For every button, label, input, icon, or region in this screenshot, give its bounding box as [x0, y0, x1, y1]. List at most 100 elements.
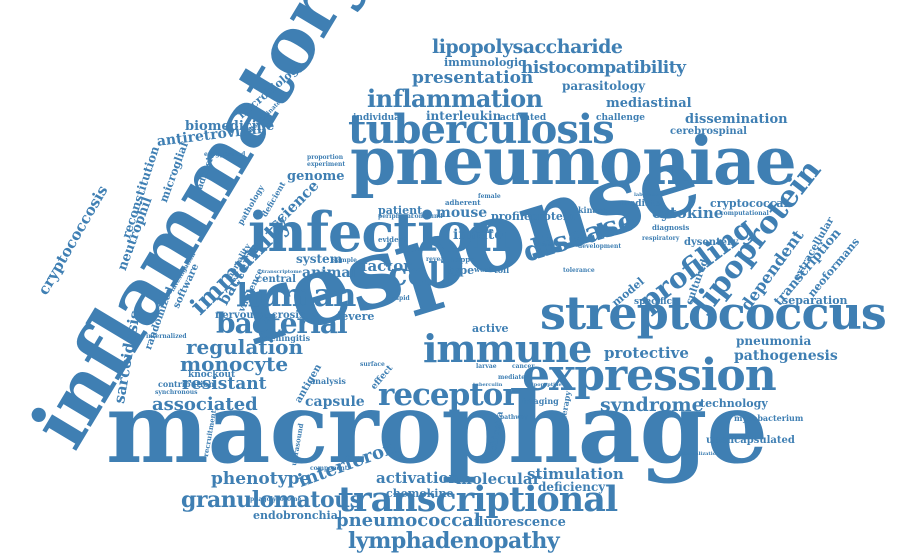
word-time: time — [476, 226, 494, 235]
word-severe: severe — [335, 310, 375, 323]
word-mycobacterium: mycobacterium — [734, 413, 804, 423]
word-kinase: kinase — [578, 205, 608, 215]
word-lipopolysaccharide: lipopolysaccharide — [432, 36, 623, 58]
word-mediated: mediated — [498, 374, 530, 381]
word-world: world — [474, 265, 496, 274]
word-active: active — [472, 322, 509, 335]
word-female: female — [478, 193, 501, 200]
word-contribution: contribution — [158, 379, 215, 389]
word-protein: protein — [530, 210, 576, 223]
word-lymphadenopathy: lymphadenopathy — [348, 528, 560, 554]
word-cancer: cancer — [512, 363, 535, 370]
word-granulomatous: granulomatous — [181, 487, 362, 513]
word-synchronous: synchronous — [155, 389, 198, 396]
word-mediastinal: mediastinal — [606, 96, 692, 111]
word-meningitis: meningitis — [262, 333, 311, 343]
word-innate: innate — [453, 227, 504, 243]
word-sample: sample — [333, 257, 357, 264]
word-macrophage: macrophage — [106, 371, 768, 485]
word-bacterial: bacterial — [216, 307, 348, 340]
word-computational: computational — [720, 210, 769, 217]
word-development: development — [578, 243, 622, 250]
word-fluorescence: fluorescence — [474, 515, 566, 530]
word-endobronchial: endobronchial — [253, 509, 343, 522]
word-transcriptional: transcriptional — [338, 479, 618, 520]
word-confound: confound — [411, 213, 443, 220]
word-separation: separation — [782, 294, 848, 307]
word-parasitology: parasitology — [562, 79, 646, 93]
word-cell: cell — [388, 255, 453, 293]
word-adherent: adherent — [445, 198, 481, 207]
word-stimulation: stimulation — [527, 465, 624, 483]
word-monocyte: monocyte — [180, 352, 289, 376]
word-larvae: larvae — [476, 363, 497, 370]
word-toll: toll — [494, 265, 510, 275]
word-capsule: capsule — [305, 394, 365, 410]
word-phenotype: phenotype — [211, 469, 311, 489]
word-pneumoniae: pneumoniae — [350, 122, 797, 200]
word-interleukin: interleukin — [426, 109, 502, 123]
word-receptor: receptor — [378, 377, 519, 413]
word-kappa: kappa — [451, 255, 475, 264]
word-patient: patient — [378, 204, 423, 217]
word-genome: genome — [287, 169, 345, 184]
word-tuberculosis: tuberculosis — [348, 106, 615, 153]
word-experiment: experiment — [307, 161, 346, 168]
word-exaggerated: exaggerated — [204, 151, 246, 158]
word-activation: activation — [376, 469, 460, 487]
word-internalized: internalized — [146, 333, 187, 340]
word-system: system — [296, 252, 343, 266]
word-syndrome: syndrome — [600, 394, 704, 416]
word-molecular: molecular — [456, 470, 541, 488]
word-individual: individual — [353, 113, 404, 123]
word-immune: immune — [423, 326, 592, 371]
word-associated: associated — [152, 394, 258, 415]
word-deficiency: deficiency — [538, 480, 606, 494]
word-evident: evident — [378, 235, 407, 244]
word-histocompatibility: histocompatibility — [521, 58, 686, 78]
word-lipopeptide: lipopeptide — [530, 382, 562, 388]
word-activated: activated — [500, 113, 547, 123]
word-challenge: challenge — [596, 113, 645, 123]
word-dysentery: dysentery — [684, 237, 739, 248]
word-cerebrospinal: cerebrospinal — [670, 126, 747, 137]
word-expression: expression — [522, 350, 777, 401]
word-component: component — [310, 465, 348, 472]
word-tuberculin: tuberculin — [473, 382, 503, 388]
word-pneumonia: pneumonia — [736, 334, 812, 348]
word-analysis: analysis — [310, 376, 346, 386]
word-necrosis: necrosis — [258, 310, 305, 321]
word-central: central — [256, 274, 296, 285]
word-cytokine: cytokine — [652, 204, 724, 222]
word-phagolysosome: phagolysosome — [250, 496, 302, 503]
word-animal: animal — [302, 265, 356, 281]
word-laboratory: laboratory — [634, 192, 664, 198]
word-internalization: internalization — [678, 451, 720, 457]
word-nervous: nervous — [215, 310, 260, 321]
word-surface: surface — [360, 361, 385, 368]
word-cryptococcal: cryptococcal — [710, 197, 788, 210]
word-specific: specific — [634, 297, 673, 307]
word-technology: technology — [700, 397, 768, 410]
word-unencapsulated: unencapsulated — [706, 435, 795, 446]
word-dissection: dissection — [536, 242, 565, 248]
word-protective: protective — [604, 344, 689, 362]
word-human: human — [236, 276, 356, 314]
word-mouse: mouse — [436, 205, 488, 221]
word-peripheral: peripheral — [378, 213, 414, 220]
word-mediate: mediate — [620, 199, 661, 209]
word-pathogenesis: pathogenesis — [734, 348, 838, 364]
word-diagnosis: diagnosis — [652, 223, 690, 232]
word-knockout: knockout — [188, 370, 236, 380]
word-transcriptome: transcriptome — [262, 269, 302, 275]
word-respiratory: respiratory — [642, 235, 680, 242]
word-proportion: proportion — [307, 154, 344, 161]
word-rapid: rapid — [392, 295, 410, 302]
word-profile: profile — [491, 210, 531, 223]
word-dissemination: dissemination — [685, 112, 788, 127]
word-infection: infection — [248, 200, 511, 264]
word-type: type — [448, 264, 475, 277]
word-immunologic: immunologic — [444, 56, 525, 69]
word-streptococcus: streptococcus — [540, 286, 887, 340]
